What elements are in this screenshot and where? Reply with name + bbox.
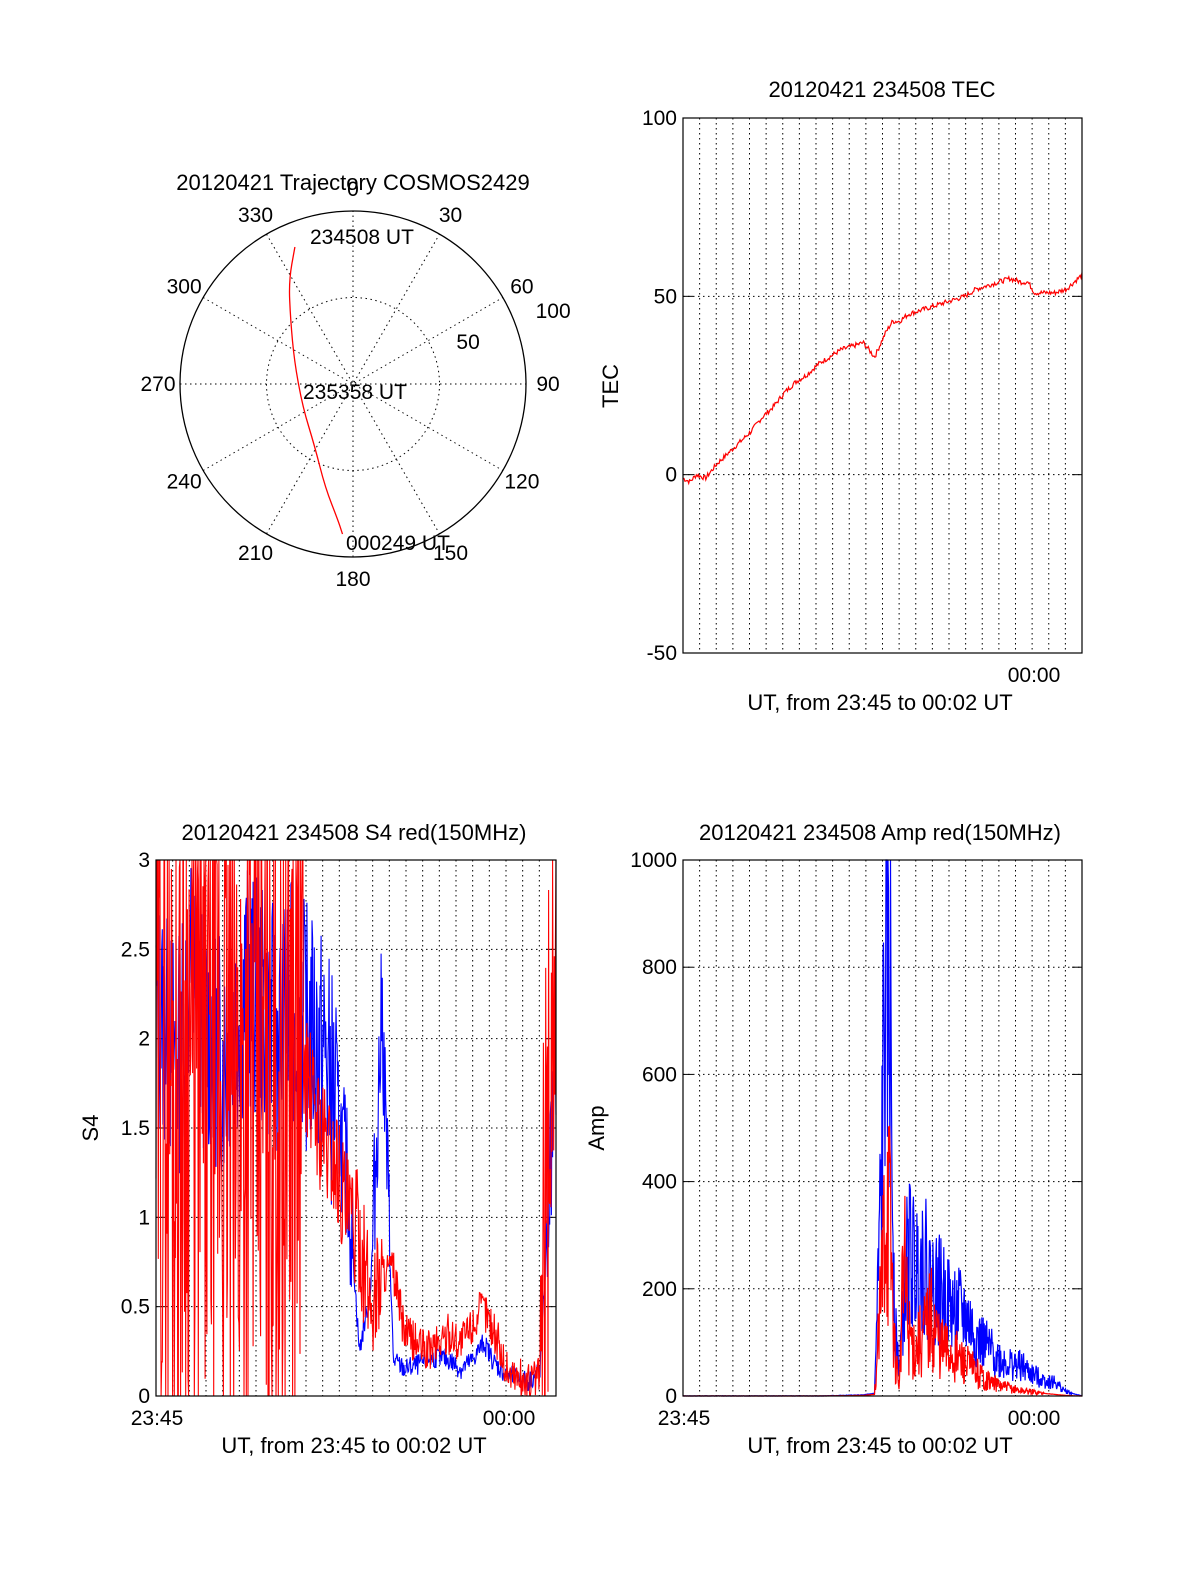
amp-ytick-label-0: 0	[665, 1385, 677, 1408]
radial-label-50: 50	[456, 331, 479, 354]
amp-ytick-label-400: 400	[642, 1171, 677, 1194]
tec-ytick-label--50: -50	[647, 642, 677, 665]
s4-plot-frame	[155, 859, 557, 1397]
amp-plot-frame	[682, 859, 1083, 1397]
amp-x-axis-label: UT, from 23:45 to 00:02 UT	[747, 1433, 1012, 1458]
tec-title: 20120421 234508 TEC	[768, 77, 995, 102]
amp-ytick-label-200: 200	[642, 1278, 677, 1301]
azimuth-label-240: 240	[167, 471, 202, 494]
tec-ytick-label-50: 50	[654, 285, 677, 308]
tec-plot-frame	[682, 117, 1083, 654]
s4-x-axis-label: UT, from 23:45 to 00:02 UT	[221, 1433, 486, 1458]
tec-x-axis-label: UT, from 23:45 to 00:02 UT	[747, 690, 1012, 715]
amp-x-tick-start: 23:45	[658, 1407, 711, 1430]
amp-x-tick-end: 00:00	[1008, 1407, 1061, 1430]
s4-y-axis-label: S4	[78, 1115, 103, 1142]
polar-grid	[179, 210, 527, 558]
polar-radial-labels: 50 100	[456, 300, 570, 354]
amp-y-tick-labels: 0 200 400 600 800 1000	[630, 849, 677, 1408]
s4-x-tick-end: 00:00	[483, 1407, 536, 1430]
azimuth-label-30: 30	[439, 204, 462, 227]
s4-red-series-line	[155, 859, 557, 1397]
tec-ytick-label-0: 0	[665, 464, 677, 487]
s4-ytick-label-0: 0	[138, 1385, 150, 1408]
amp-ytick-label-800: 800	[642, 956, 677, 979]
trajectory-line	[288, 246, 344, 535]
amp-title: 20120421 234508 Amp red(150MHz)	[699, 820, 1061, 845]
tec-grid	[683, 117, 1082, 654]
amp-panel: 20120421 234508 Amp red(150MHz) 0 200 400 6…	[584, 820, 1083, 1458]
s4-ytick-label-2.5: 2.5	[121, 938, 150, 961]
amp-ytick-label-600: 600	[642, 1063, 677, 1086]
azimuth-label-120: 120	[504, 471, 539, 494]
s4-title: 20120421 234508 S4 red(150MHz)	[182, 820, 527, 845]
s4-ytick-label-1.5: 1.5	[121, 1117, 150, 1140]
polar-trajectory-panel: 20120421 Trajectory COSMOS2429 0 30 60 90 12…	[140, 170, 570, 591]
polar-azimuth-labels: 0 30 60 90 120 150 180 210 240 270 300 330	[140, 178, 559, 591]
start-annotation: 234508 UT	[310, 226, 414, 249]
s4-blue-series-line	[155, 868, 557, 1392]
s4-panel: 20120421 234508 S4 red(150MHz) 0 0.5 1 1.5 2…	[78, 820, 557, 1458]
s4-ytick-label-2: 2	[138, 1028, 150, 1051]
tec-y-axis-label: TEC	[598, 364, 623, 408]
s4-ytick-label-1: 1	[138, 1206, 150, 1229]
tec-ytick-label-100: 100	[642, 107, 677, 130]
middle-annotation: 235358 UT	[303, 381, 407, 404]
azimuth-label-330: 330	[238, 204, 273, 227]
end-annotation: 000249 UT	[346, 532, 450, 555]
s4-ytick-label-3: 3	[138, 849, 150, 872]
azimuth-label-210: 210	[238, 542, 273, 565]
azimuth-label-0: 0	[347, 178, 359, 201]
s4-ytick-label-0.5: 0.5	[121, 1296, 150, 1319]
tec-series-line	[682, 272, 1083, 486]
azimuth-label-180: 180	[335, 568, 370, 591]
amp-y-axis-label: Amp	[584, 1105, 609, 1150]
s4-x-tick-start: 23:45	[131, 1407, 184, 1430]
tec-y-tick-labels: -50 0 50 100	[642, 107, 677, 665]
azimuth-label-270: 270	[140, 373, 175, 396]
amp-ytick-label-1000: 1000	[630, 849, 677, 872]
azimuth-label-300: 300	[167, 276, 202, 299]
polar-title: 20120421 Trajectory COSMOS2429	[176, 170, 529, 195]
azimuth-label-60: 60	[510, 276, 533, 299]
s4-y-tick-labels: 0 0.5 1 1.5 2 2.5 3	[121, 849, 150, 1408]
radial-label-100: 100	[536, 300, 571, 323]
azimuth-label-150: 150	[433, 542, 468, 565]
tec-x-tick-label: 00:00	[1008, 664, 1061, 687]
tec-panel: 20120421 234508 TEC -50 0 50 100 00:00 UT, …	[598, 77, 1083, 715]
azimuth-label-90: 90	[536, 373, 559, 396]
